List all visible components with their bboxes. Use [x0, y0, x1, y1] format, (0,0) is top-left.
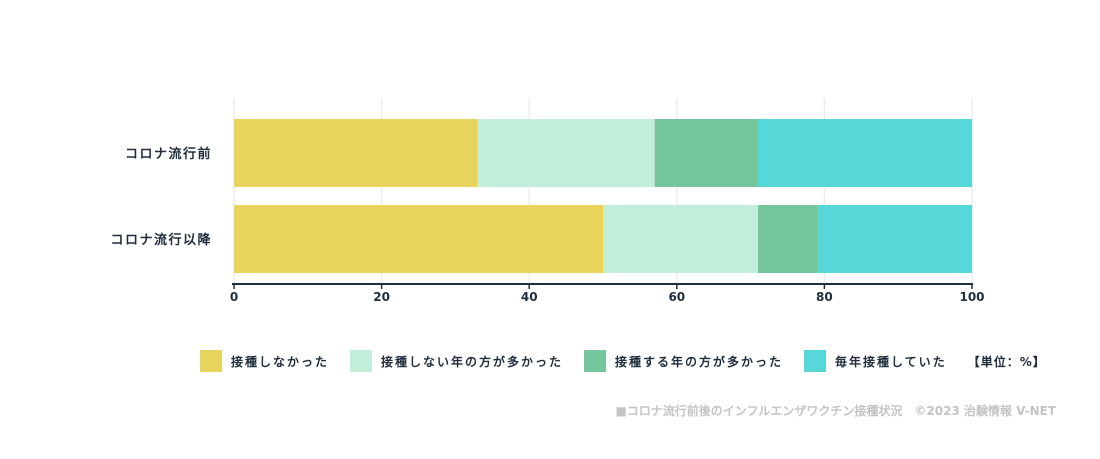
legend-label: 接種しなかった — [231, 354, 330, 369]
legend-item: 接種しなかった — [200, 350, 329, 372]
legend-swatch — [804, 350, 827, 372]
legend-item: 接種する年の方が多かった — [584, 350, 783, 372]
bar-segment — [757, 205, 818, 273]
x-tick-label: 80 — [816, 290, 833, 304]
legend-label: 毎年接種していた — [835, 354, 947, 369]
legend-label: 接種する年の方が多かった — [615, 354, 784, 369]
x-tick-labels: 0 20 40 60 80 100 — [230, 284, 985, 304]
legend-swatch — [200, 350, 222, 372]
bar-segment — [234, 119, 478, 187]
legend-item: 接種しない年の方が多かった — [350, 350, 563, 372]
bar-segment — [477, 119, 655, 187]
legend-swatch — [584, 350, 607, 372]
bar-segment — [234, 205, 603, 273]
x-tick-label: 20 — [373, 290, 390, 304]
bar-segment — [757, 119, 972, 187]
legend: 接種しなかった 接種しない年の方が多かった 接種する年の方が多かった 毎年接種し… — [200, 350, 1046, 372]
legend-item: 毎年接種していた — [804, 350, 947, 372]
x-tick-label: 40 — [521, 290, 538, 304]
x-tick-label: 100 — [959, 290, 984, 304]
category-label: コロナ流行以降 — [110, 232, 212, 248]
legend-swatch — [350, 350, 373, 372]
x-tick-label: 0 — [230, 290, 238, 304]
bars — [234, 119, 972, 273]
unit-label: 【単位：%】 — [967, 354, 1046, 369]
bar-segment — [654, 119, 758, 187]
bar-segment — [817, 205, 972, 273]
legend-label: 接種しない年の方が多かった — [381, 354, 564, 369]
category-label: コロナ流行前 — [125, 146, 212, 162]
bar-segment — [603, 205, 758, 273]
footer-caption: ■コロナ流行前後のインフルエンザワクチン接種状況 ©2023 治験情報 V-NE… — [615, 404, 1056, 418]
x-tick-label: 60 — [668, 290, 685, 304]
